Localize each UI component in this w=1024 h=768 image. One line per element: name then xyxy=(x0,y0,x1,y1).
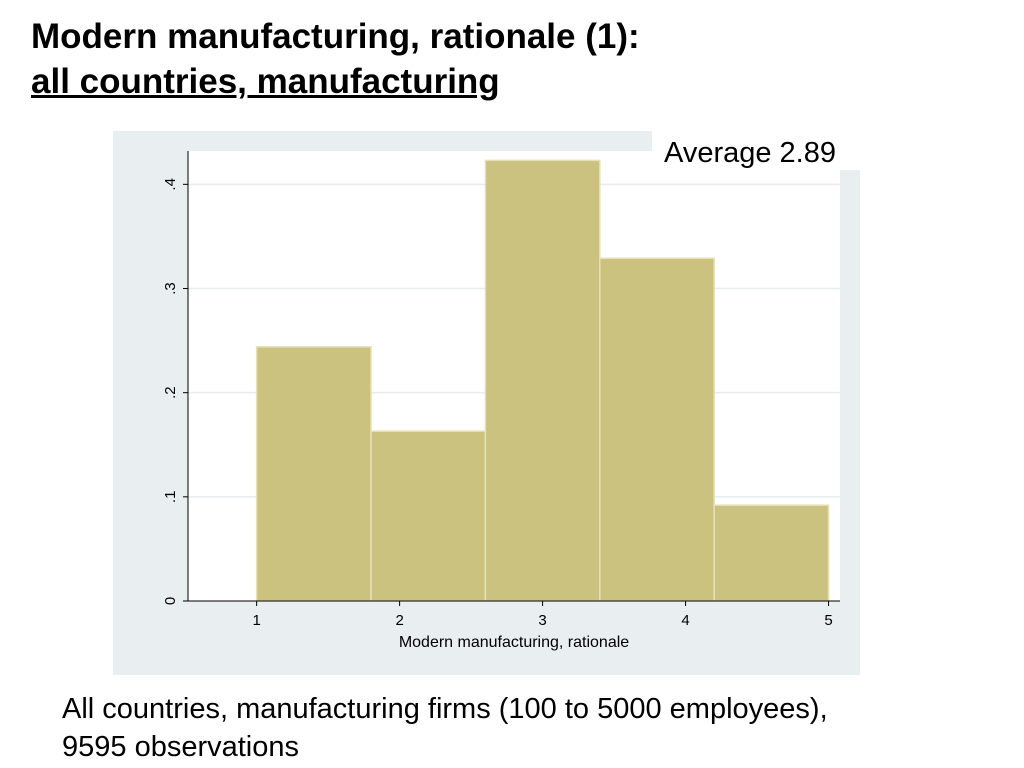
chart-svg: 0 .1 .2 .3 .4 1 2 3 4 5 Modern manufacturing, rat… xyxy=(113,131,860,675)
y-tick-label: .1 xyxy=(162,491,179,504)
page-title: Modern manufacturing, rationale (1): all… xyxy=(31,14,640,104)
x-tick-label: 3 xyxy=(538,612,546,629)
y-tick-label: .2 xyxy=(162,386,179,399)
x-tick-label: 5 xyxy=(824,612,832,629)
y-tick-label: 0 xyxy=(162,597,179,605)
caption-line-2: 9595 observations xyxy=(62,731,299,763)
x-axis-label: Modern manufacturing, rationale xyxy=(399,634,629,651)
tick-marks xyxy=(183,183,830,606)
tick-labels: 0 .1 .2 .3 .4 1 2 3 4 5 xyxy=(162,178,833,629)
x-tick-label: 2 xyxy=(395,612,403,629)
axes xyxy=(187,151,840,602)
histogram-bar xyxy=(599,257,715,602)
chart-caption: All countries, manufacturing firms (100 … xyxy=(62,690,828,766)
histogram-chart: 0 .1 .2 .3 .4 1 2 3 4 5 Modern manufacturing, rat… xyxy=(113,131,860,675)
histogram-bar xyxy=(484,159,601,602)
annotation-background xyxy=(652,128,868,170)
histogram-bar xyxy=(370,430,487,602)
y-tick-label: .4 xyxy=(162,178,179,191)
average-annotation: Average 2.89 xyxy=(664,137,836,169)
histogram-bar xyxy=(713,504,830,602)
caption-line-1: All countries, manufacturing firms (100 … xyxy=(62,693,828,725)
x-tick-label: 4 xyxy=(681,612,689,629)
histogram-bar xyxy=(255,346,372,602)
x-tick-label: 1 xyxy=(252,612,260,629)
y-tick-label: .3 xyxy=(162,282,179,295)
title-line-2: all countries, manufacturing xyxy=(31,62,500,101)
title-line-1: Modern manufacturing, rationale (1): xyxy=(31,17,640,56)
